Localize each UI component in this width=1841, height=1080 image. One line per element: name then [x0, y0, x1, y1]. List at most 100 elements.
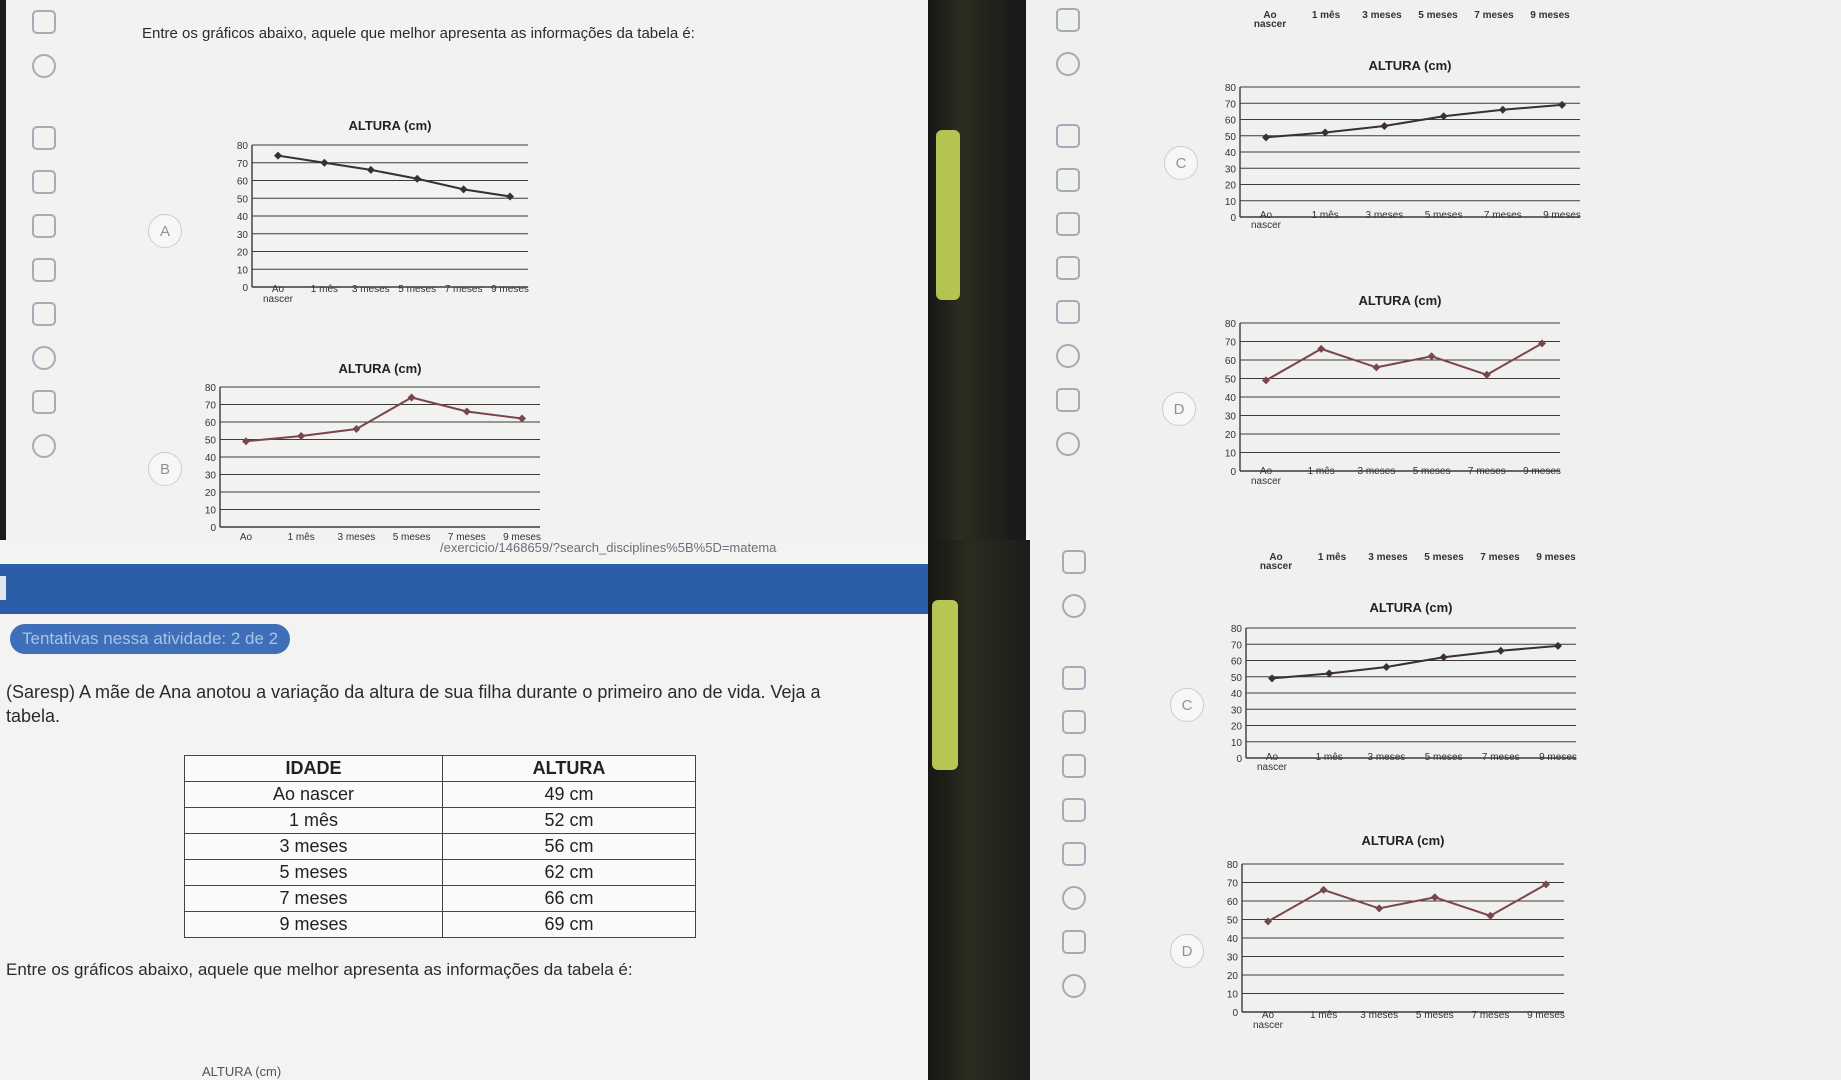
y-tick-label: 30 — [1231, 705, 1243, 716]
edit-icon[interactable] — [32, 258, 56, 282]
option-letter-d[interactable]: D — [1170, 934, 1204, 968]
edit-icon[interactable] — [1062, 798, 1086, 822]
data-point — [1439, 653, 1448, 662]
face-icon[interactable] — [1056, 52, 1080, 76]
bulb-icon[interactable] — [1062, 886, 1086, 910]
y-tick-label: 70 — [1231, 640, 1243, 651]
table-row: Ao nascer 49 cm — [184, 781, 696, 808]
menu-icon[interactable] — [32, 10, 56, 34]
y-tick-label: 50 — [1231, 673, 1243, 684]
image-icon[interactable] — [1062, 666, 1086, 690]
menu-icon[interactable] — [1056, 8, 1080, 32]
y-tick-label: 60 — [205, 418, 217, 429]
data-point — [506, 192, 514, 201]
photo-panel-top-right: Ao nascer 1 mês 3 meses 5 meses 7 meses 9 mese… — [928, 0, 1841, 540]
option-letter-b[interactable]: B — [148, 452, 182, 486]
table-row: 3 meses 56 cm — [184, 833, 696, 860]
data-point — [1439, 112, 1448, 121]
user-icon[interactable] — [32, 214, 56, 238]
y-tick-label: 20 — [205, 488, 217, 499]
option-letter-a[interactable]: A — [148, 214, 182, 248]
face-icon[interactable] — [1062, 594, 1086, 618]
bulb-icon[interactable] — [1056, 344, 1080, 368]
x-tick-label: 3 meses — [1368, 552, 1408, 563]
y-tick-label: 20 — [1225, 430, 1237, 441]
data-point — [1558, 100, 1566, 109]
data-point — [518, 414, 526, 423]
y-tick-label: 70 — [1225, 338, 1237, 349]
note-icon[interactable] — [1056, 388, 1080, 412]
data-point — [1262, 376, 1270, 385]
y-tick-label: 80 — [237, 141, 249, 152]
data-point — [1264, 917, 1272, 926]
user-icon[interactable] — [1056, 212, 1080, 236]
x-tick-label: 3 meses — [352, 284, 390, 295]
history-icon[interactable] — [1056, 432, 1080, 456]
copy-icon[interactable] — [1062, 710, 1086, 734]
screen-bottom-right: Ao nascer 1 mês 3 meses 5 meses 7 meses 9 mese… — [1030, 540, 1841, 1080]
copy-icon[interactable] — [1056, 168, 1080, 192]
x-tick-label: 5 meses — [1413, 466, 1451, 477]
series-line — [245, 396, 523, 443]
data-point — [1325, 669, 1334, 678]
y-tick-label: 30 — [1225, 412, 1237, 423]
x-tick-label: 5 meses — [398, 284, 436, 295]
y-tick-label: 40 — [1231, 689, 1243, 700]
image-icon[interactable] — [32, 126, 56, 150]
data-point — [1427, 352, 1436, 361]
bulb-icon[interactable] — [32, 346, 56, 370]
history-icon[interactable] — [32, 434, 56, 458]
copy-icon[interactable] — [32, 170, 56, 194]
x-tick-label: 9 meses — [1543, 210, 1581, 221]
user-icon[interactable] — [1062, 754, 1086, 778]
sidebar — [24, 10, 64, 478]
face-icon[interactable] — [32, 54, 56, 78]
x-tick-label: Ao — [1260, 466, 1273, 477]
column-header-altura: ALTURA — [442, 755, 696, 782]
data-point — [1496, 646, 1505, 655]
x-tick-label: 1 mês — [311, 284, 338, 295]
monitor-icon[interactable] — [32, 302, 56, 326]
x-tick-label: 3 meses — [1366, 210, 1404, 221]
photo-panel-bottom-left: /exercicio/1468659/?search_disciplines%5… — [0, 540, 928, 1080]
edit-icon[interactable] — [1056, 256, 1080, 280]
option-letter-d[interactable]: D — [1162, 392, 1196, 426]
history-icon[interactable] — [1062, 974, 1086, 998]
x-tick-label: 9 meses — [1530, 10, 1570, 21]
x-tick-label: Ao — [1263, 10, 1276, 21]
y-tick-label: 40 — [1225, 393, 1237, 404]
y-tick-label: 10 — [205, 506, 217, 517]
chart-title: ALTURA (cm) — [1358, 293, 1441, 308]
y-tick-label: 0 — [1232, 1008, 1238, 1019]
chart-title: ALTURA (cm) — [348, 118, 431, 133]
option-letter-c[interactable]: C — [1164, 146, 1198, 180]
x-tick-label: 1 mês — [1310, 1010, 1337, 1021]
x-tick-label: 1 mês — [1316, 752, 1343, 763]
cell-idade: 9 meses — [184, 911, 443, 938]
menu-icon[interactable] — [1062, 550, 1086, 574]
data-point — [1375, 904, 1384, 913]
y-tick-label: 70 — [1225, 99, 1237, 110]
image-icon[interactable] — [1056, 124, 1080, 148]
note-icon[interactable] — [32, 390, 56, 414]
series-line — [1267, 883, 1547, 923]
monitor-icon[interactable] — [1062, 842, 1086, 866]
x-tick-label: Ao — [240, 532, 253, 540]
x-tick-label: 9 meses — [1539, 752, 1577, 763]
x-tick-label: 5 meses — [1416, 1010, 1454, 1021]
x-tick-label: nascer — [1251, 220, 1282, 231]
x-tick-label: 3 meses — [1362, 10, 1402, 21]
activity-banner — [0, 564, 928, 614]
note-icon[interactable] — [1062, 930, 1086, 954]
option-letter-c[interactable]: C — [1170, 688, 1204, 722]
monitor-icon[interactable] — [1056, 300, 1080, 324]
address-bar-url[interactable]: /exercicio/1468659/?search_disciplines%5… — [440, 540, 777, 555]
data-point — [462, 407, 471, 416]
